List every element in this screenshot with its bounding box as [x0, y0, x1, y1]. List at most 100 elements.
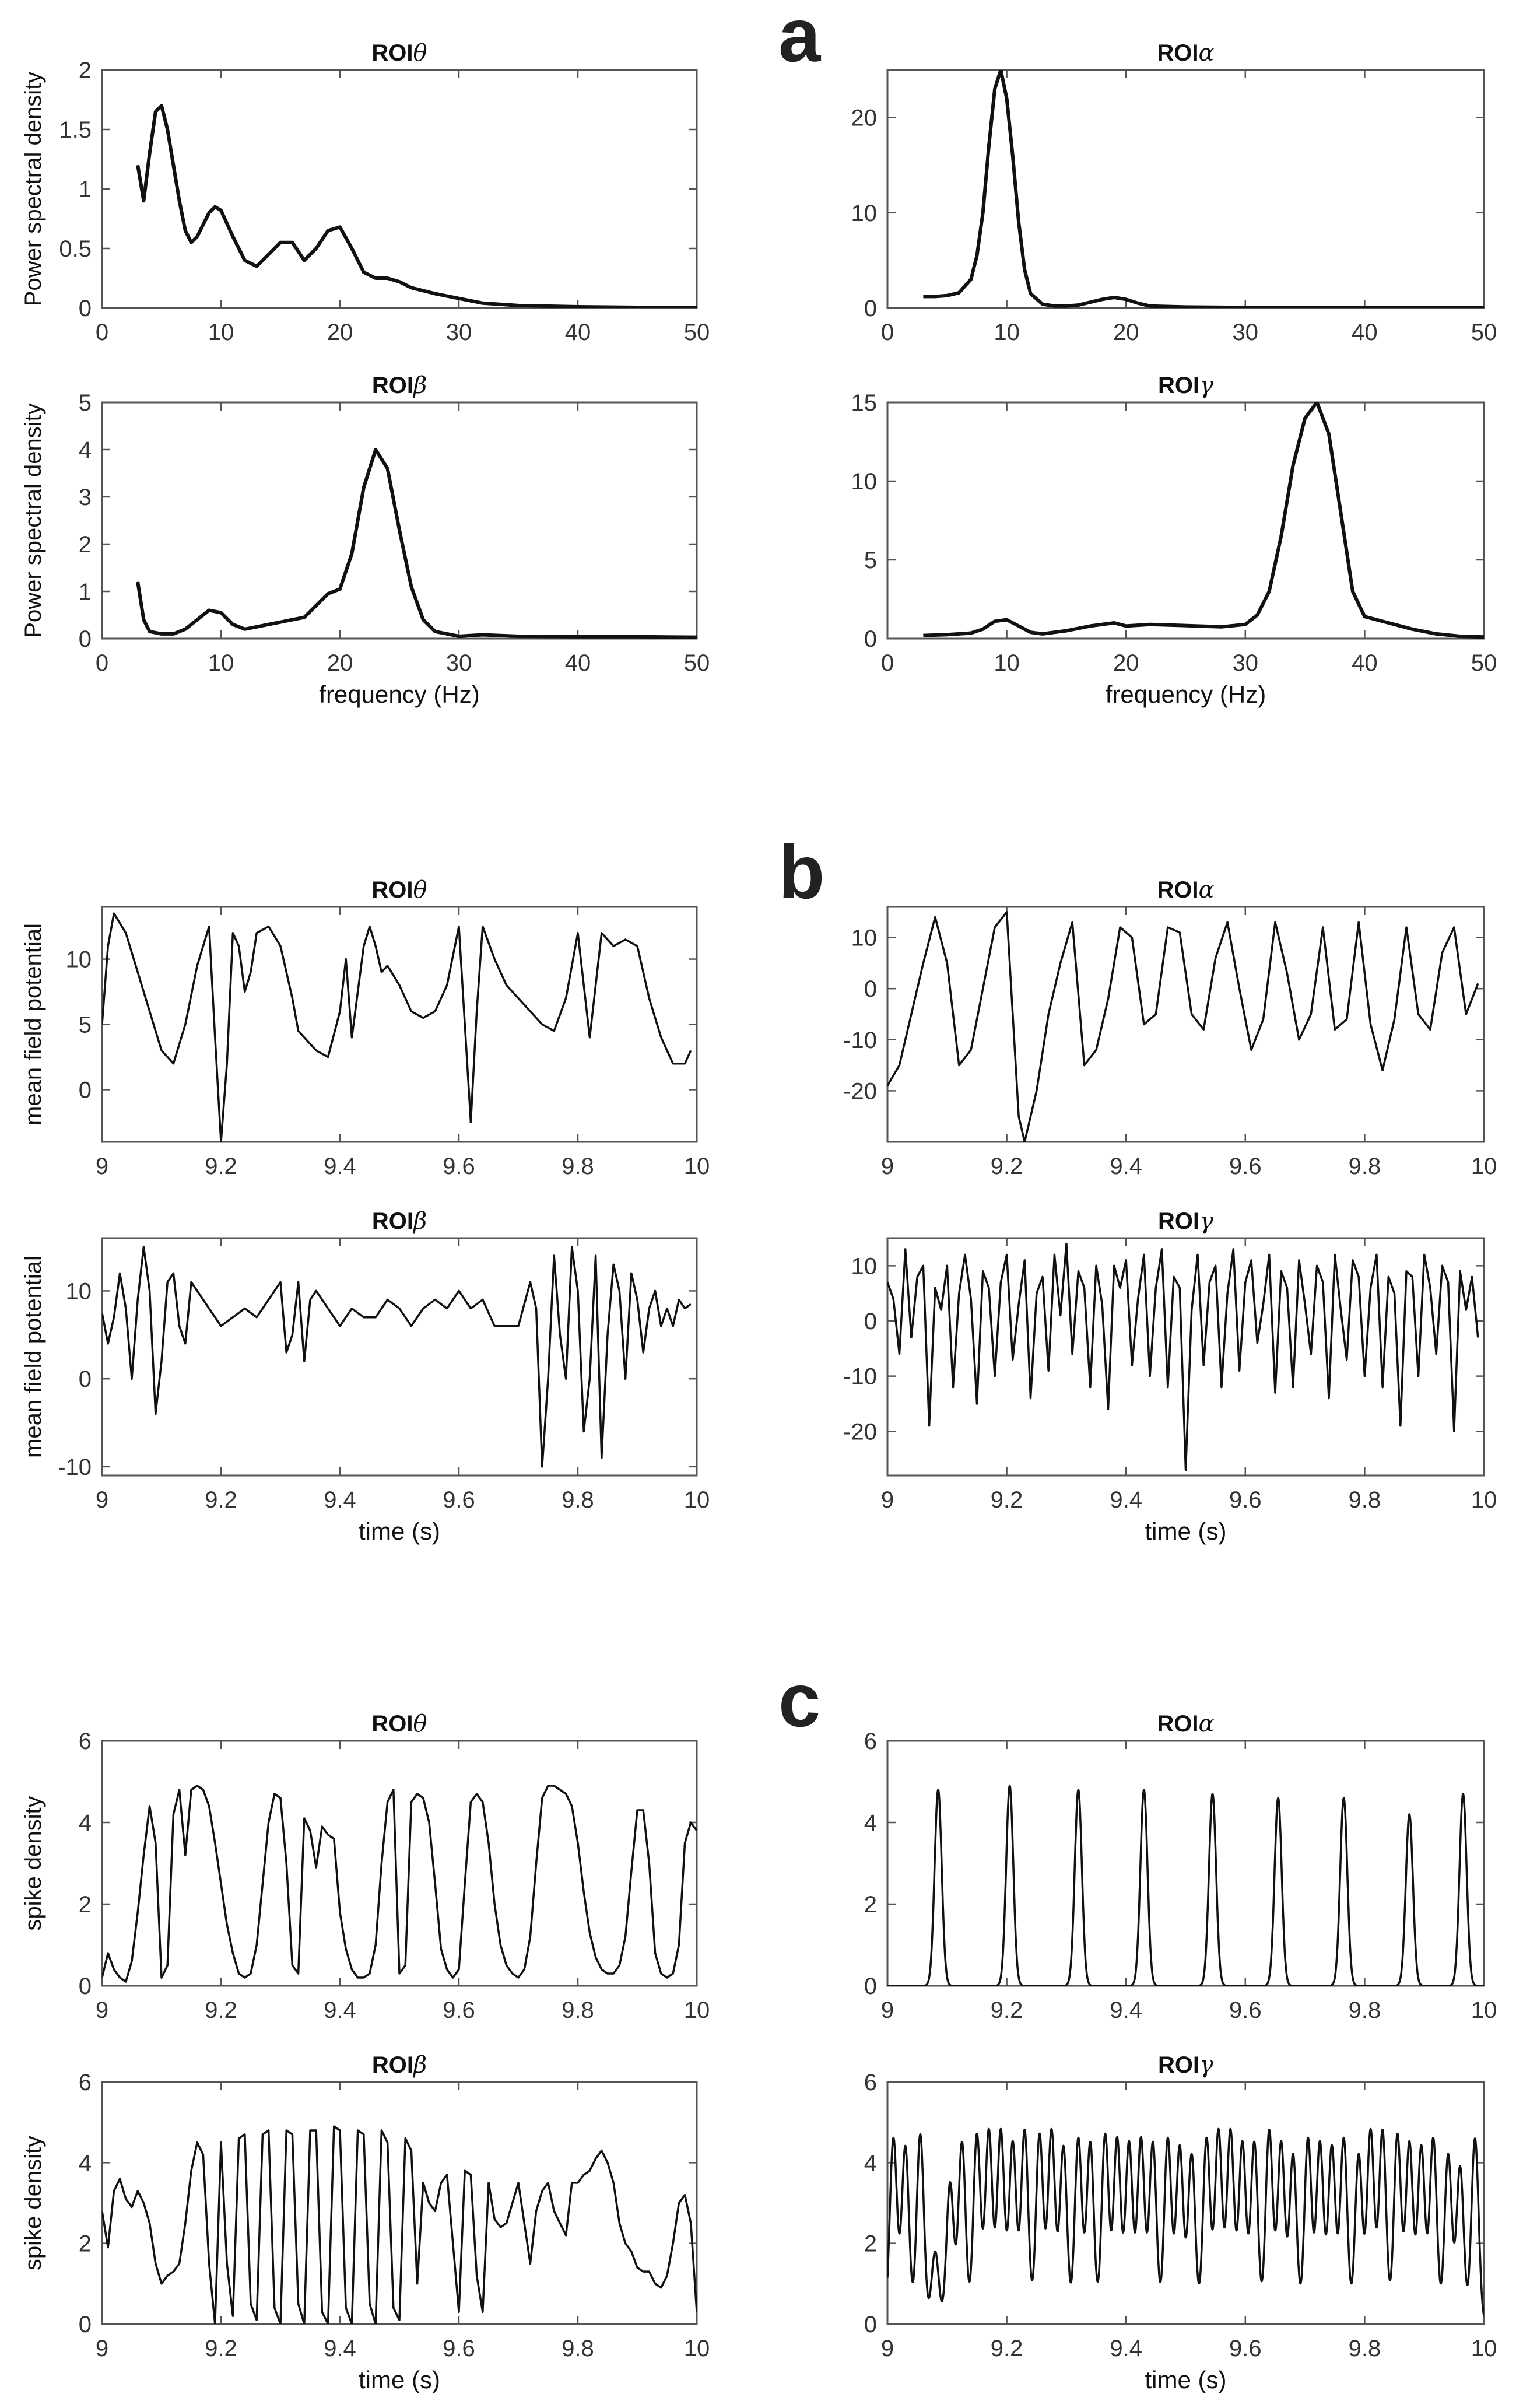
- x-axis-label: frequency (Hz): [319, 681, 479, 708]
- y-tick-label: 4: [864, 1810, 877, 1836]
- y-tick-label: 5: [864, 548, 877, 573]
- x-tick-label: 20: [1113, 320, 1139, 345]
- y-axis-label: spike density: [20, 1796, 46, 1930]
- chart-title: ROIβ: [372, 1208, 427, 1235]
- x-tick-label: 40: [565, 320, 591, 345]
- y-tick-label: 20: [851, 106, 878, 131]
- y-tick-label: 2: [79, 532, 92, 558]
- y-tick-label: 0: [79, 626, 92, 652]
- x-tick-label: 30: [446, 320, 472, 345]
- data-series-line: [887, 1242, 1479, 1471]
- x-tick-label: 9.8: [1349, 2336, 1381, 2361]
- chart-title: ROIθ: [371, 1711, 427, 1737]
- x-tick-label: 9.4: [1110, 2336, 1142, 2361]
- y-tick-label: 0: [864, 296, 877, 321]
- x-tick-label: 9.8: [1349, 1154, 1381, 1179]
- x-tick-label: 10: [1471, 1487, 1497, 1513]
- x-tick-label: 10: [994, 650, 1020, 676]
- x-tick-label: 0: [96, 320, 108, 345]
- x-tick-label: 10: [684, 1997, 710, 2023]
- x-tick-label: 9: [96, 1997, 108, 2023]
- chart-title: ROIβ: [372, 372, 427, 399]
- y-tick-label: 0: [79, 296, 92, 321]
- x-axis-label: time (s): [359, 1517, 440, 1545]
- chart-title: ROIα: [1157, 877, 1214, 903]
- y-tick-label: 6: [79, 1729, 92, 1754]
- x-tick-label: 9.8: [562, 1487, 594, 1513]
- x-tick-label: 10: [684, 1154, 710, 1179]
- x-axis-label: time (s): [359, 2366, 440, 2393]
- data-series-line: [102, 2125, 697, 2324]
- y-tick-label: 5: [79, 390, 92, 416]
- x-tick-label: 9: [881, 1997, 894, 2023]
- y-tick-label: 0: [79, 1366, 92, 1392]
- y-axis-label: Power spectral density: [20, 403, 46, 637]
- y-tick-label: 2: [79, 1892, 92, 1918]
- x-tick-label: 10: [1471, 2336, 1497, 2361]
- y-tick-label: -10: [843, 1364, 877, 1390]
- x-tick-label: 9: [96, 2336, 108, 2361]
- chart-b-right-2: 9 9.2 9.4 9.6 9.8 10 -20 -10 0 10 ROIγ time (s): [843, 1208, 1497, 1545]
- x-tick-label: 9: [881, 1487, 894, 1513]
- x-tick-label: 9.2: [205, 1154, 237, 1179]
- x-tick-label: 9.4: [1110, 1487, 1142, 1513]
- x-axis-label: frequency (Hz): [1106, 681, 1266, 708]
- x-tick-label: 9.4: [324, 2336, 356, 2361]
- y-tick-label: 0.5: [59, 236, 92, 262]
- axes-box: [101, 1237, 698, 1477]
- chart-c-left-1: 9 9.2 9.4 9.6 9.8 10 0 2 4 6 ROIθ spike density: [20, 1711, 710, 2023]
- x-tick-label: 9.6: [443, 1154, 475, 1179]
- x-axis-label: time (s): [1145, 1517, 1227, 1545]
- axes-box: [101, 1740, 698, 1987]
- x-tick-label: 9.6: [443, 1487, 475, 1513]
- x-tick-label: 9.4: [324, 1154, 356, 1179]
- y-tick-label: -20: [843, 1078, 877, 1104]
- panel-letter-c: c: [778, 1657, 820, 1743]
- y-tick-label: 6: [864, 1729, 877, 1754]
- x-tick-label: 9: [881, 2336, 894, 2361]
- x-tick-label: 40: [1352, 650, 1378, 676]
- y-tick-label: 10: [851, 201, 878, 226]
- x-tick-label: 9: [881, 1154, 894, 1179]
- chart-a-right-2: 0 10 20 30 40 50 0 5 10 15 ROIγ frequency (Hz): [851, 372, 1497, 708]
- x-tick-label: 9.2: [205, 2336, 237, 2361]
- y-tick-label: 4: [864, 2150, 877, 2176]
- y-tick-label: -20: [843, 1419, 877, 1445]
- y-tick-label: 1: [79, 579, 92, 605]
- y-tick-label: 2: [864, 1892, 877, 1918]
- y-tick-label: -10: [843, 1028, 877, 1053]
- y-tick-label: 5: [79, 1012, 92, 1038]
- x-tick-label: 0: [881, 320, 894, 345]
- chart-title: ROIβ: [372, 2052, 427, 2078]
- x-tick-label: 9.6: [1229, 1487, 1262, 1513]
- x-tick-label: 50: [684, 650, 710, 676]
- x-tick-label: 10: [994, 320, 1020, 345]
- x-tick-label: 9.4: [1110, 1154, 1142, 1179]
- x-tick-label: 9.2: [991, 2336, 1023, 2361]
- x-tick-label: 30: [1233, 650, 1259, 676]
- chart-title: ROIθ: [371, 877, 427, 903]
- panel-letter-a: a: [778, 0, 822, 78]
- y-tick-label: 4: [79, 2150, 92, 2176]
- x-tick-label: 9.8: [562, 1997, 594, 2023]
- x-tick-label: 9: [96, 1487, 108, 1513]
- data-series-line: [136, 104, 697, 308]
- x-tick-label: 9.6: [1229, 2336, 1262, 2361]
- y-tick-label: 4: [79, 437, 92, 463]
- x-tick-label: 50: [684, 320, 710, 345]
- y-tick-label: 0: [79, 1077, 92, 1103]
- data-series-line: [102, 1246, 692, 1468]
- chart-title: ROIγ: [1158, 1208, 1213, 1235]
- y-tick-label: 0: [864, 626, 877, 652]
- x-tick-label: 20: [327, 650, 353, 676]
- y-tick-label: 2: [79, 2231, 92, 2257]
- chart-c-right-1: 9 9.2 9.4 9.6 9.8 10 0 2 4 6 ROIα: [864, 1711, 1497, 2023]
- y-tick-label: 10: [851, 1253, 878, 1279]
- y-axis-label: Power spectral density: [20, 72, 46, 306]
- y-axis-label: spike density: [20, 2136, 46, 2270]
- y-tick-label: 1: [79, 177, 92, 202]
- axes-box: [101, 401, 698, 640]
- y-tick-label: 2: [79, 58, 92, 83]
- y-tick-label: 10: [66, 947, 92, 973]
